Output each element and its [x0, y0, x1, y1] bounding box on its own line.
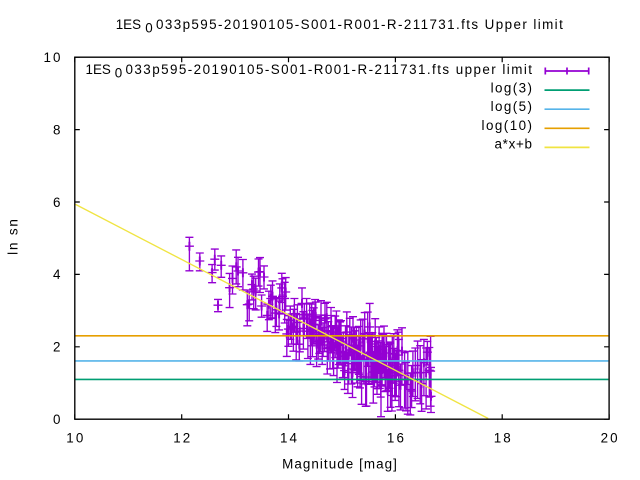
svg-text:a*x+b: a*x+b — [495, 136, 533, 151]
svg-text:1ES: 1ES — [86, 62, 111, 77]
svg-text:2: 2 — [53, 340, 60, 355]
svg-text:6: 6 — [53, 195, 60, 210]
svg-text:1ES: 1ES — [116, 17, 141, 32]
svg-text:log(3): log(3) — [491, 81, 532, 96]
svg-text:033p595-20190105-S001-R001-R-2: 033p595-20190105-S001-R001-R-211731.fts … — [126, 62, 533, 77]
svg-text:0: 0 — [53, 412, 60, 427]
svg-text:14: 14 — [280, 431, 298, 446]
svg-text:0: 0 — [115, 65, 122, 80]
svg-text:0: 0 — [145, 20, 152, 35]
svg-text:log(5): log(5) — [491, 99, 532, 114]
svg-text:8: 8 — [53, 122, 60, 137]
svg-text:033p595-20190105-S001-R001-R-2: 033p595-20190105-S001-R001-R-211731.fts … — [156, 17, 563, 32]
svg-text:Magnitude [mag]: Magnitude [mag] — [282, 456, 397, 471]
svg-text:4: 4 — [53, 267, 61, 282]
svg-text:log(10): log(10) — [482, 118, 533, 133]
svg-text:ln sn: ln sn — [6, 219, 21, 255]
